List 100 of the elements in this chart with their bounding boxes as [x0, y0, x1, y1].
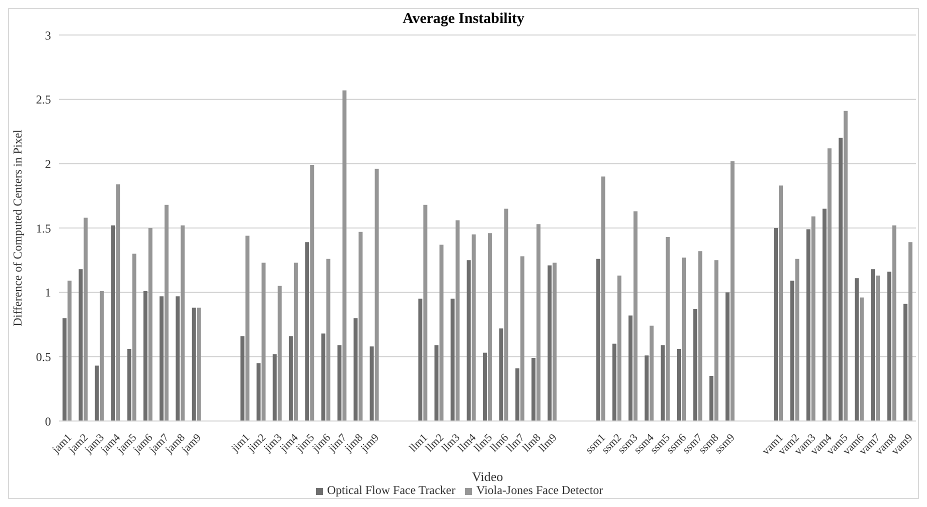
bar	[779, 186, 784, 421]
y-tick-label: 3	[45, 28, 51, 42]
bar	[811, 216, 816, 421]
bar	[176, 296, 180, 421]
bar	[887, 272, 892, 421]
bar	[628, 315, 632, 421]
bar	[116, 184, 120, 421]
bar	[196, 308, 201, 421]
bar	[650, 326, 654, 421]
bar	[337, 345, 342, 421]
bar	[871, 269, 876, 421]
bar	[278, 286, 282, 421]
x-axis-title: Video	[472, 469, 503, 484]
bar	[100, 291, 104, 421]
bar	[499, 328, 504, 421]
bar	[132, 254, 136, 421]
bar	[434, 345, 438, 421]
y-axis-title: Difference of Computed Centers in Pixel	[10, 128, 24, 326]
bar	[354, 318, 358, 421]
bar	[305, 242, 310, 421]
bar	[439, 244, 444, 421]
bar	[548, 265, 552, 421]
bar	[192, 308, 196, 421]
bar	[844, 110, 848, 421]
legend-label: Viola-Jones Face Detector	[476, 483, 603, 497]
bar	[536, 224, 540, 421]
y-tick-label: 2	[45, 156, 51, 171]
bar	[272, 354, 277, 421]
bar	[256, 363, 261, 421]
bar	[466, 260, 471, 421]
bar	[795, 258, 800, 421]
bar	[245, 236, 250, 421]
bar	[262, 262, 266, 421]
bar	[294, 262, 298, 421]
bar	[84, 218, 88, 421]
y-tick-label: 0.5	[36, 350, 51, 364]
bar	[240, 336, 244, 421]
bar	[730, 161, 735, 421]
bar	[601, 176, 606, 421]
bar	[504, 208, 508, 421]
bar	[450, 298, 455, 421]
bar	[148, 228, 152, 421]
bar	[726, 292, 730, 421]
bar	[488, 233, 492, 421]
bar	[531, 358, 536, 421]
bar	[660, 345, 665, 421]
bar	[634, 211, 638, 421]
bar	[617, 276, 622, 421]
bar	[321, 334, 326, 421]
bar	[876, 276, 880, 421]
bar	[552, 262, 557, 421]
bar	[677, 348, 682, 421]
bar	[822, 208, 827, 421]
bar	[143, 291, 148, 421]
bar	[418, 298, 422, 421]
bar	[709, 376, 714, 421]
bar	[612, 344, 616, 421]
bar	[127, 348, 132, 421]
y-tick-label: 1	[45, 286, 51, 300]
bar	[310, 164, 314, 421]
bar	[774, 228, 778, 421]
chart-title: Average Instability	[402, 11, 526, 28]
bar	[644, 355, 649, 421]
bar	[666, 237, 670, 421]
bar	[160, 296, 164, 421]
bar	[423, 204, 428, 421]
bar	[854, 278, 859, 421]
bar	[860, 297, 864, 421]
bar	[714, 260, 718, 421]
bar	[94, 366, 99, 421]
bar	[111, 225, 116, 421]
bar	[370, 346, 374, 421]
y-tick-label: 2.5	[36, 92, 51, 107]
bar	[288, 336, 293, 421]
bar	[596, 258, 600, 421]
bar	[698, 251, 702, 421]
legend-label: Optical Flow Face Tracker	[327, 483, 456, 497]
bar	[456, 220, 460, 421]
bar	[693, 309, 698, 421]
bar	[908, 242, 912, 421]
bar	[515, 368, 520, 421]
bar	[838, 138, 843, 421]
bar	[892, 225, 896, 421]
bar	[342, 90, 346, 421]
bar	[358, 232, 363, 421]
bar	[903, 304, 908, 421]
bar	[62, 318, 67, 421]
bar	[472, 234, 476, 421]
bar	[374, 168, 379, 421]
bar	[520, 256, 524, 421]
bar	[180, 225, 185, 421]
bar	[482, 352, 487, 421]
bar	[828, 148, 832, 421]
y-tick-label: 1.5	[36, 221, 51, 236]
y-tick-label: 0	[45, 414, 51, 428]
bar	[682, 258, 686, 421]
bar	[790, 280, 794, 421]
bar	[164, 204, 169, 421]
bar	[68, 280, 72, 421]
bar	[78, 269, 83, 421]
